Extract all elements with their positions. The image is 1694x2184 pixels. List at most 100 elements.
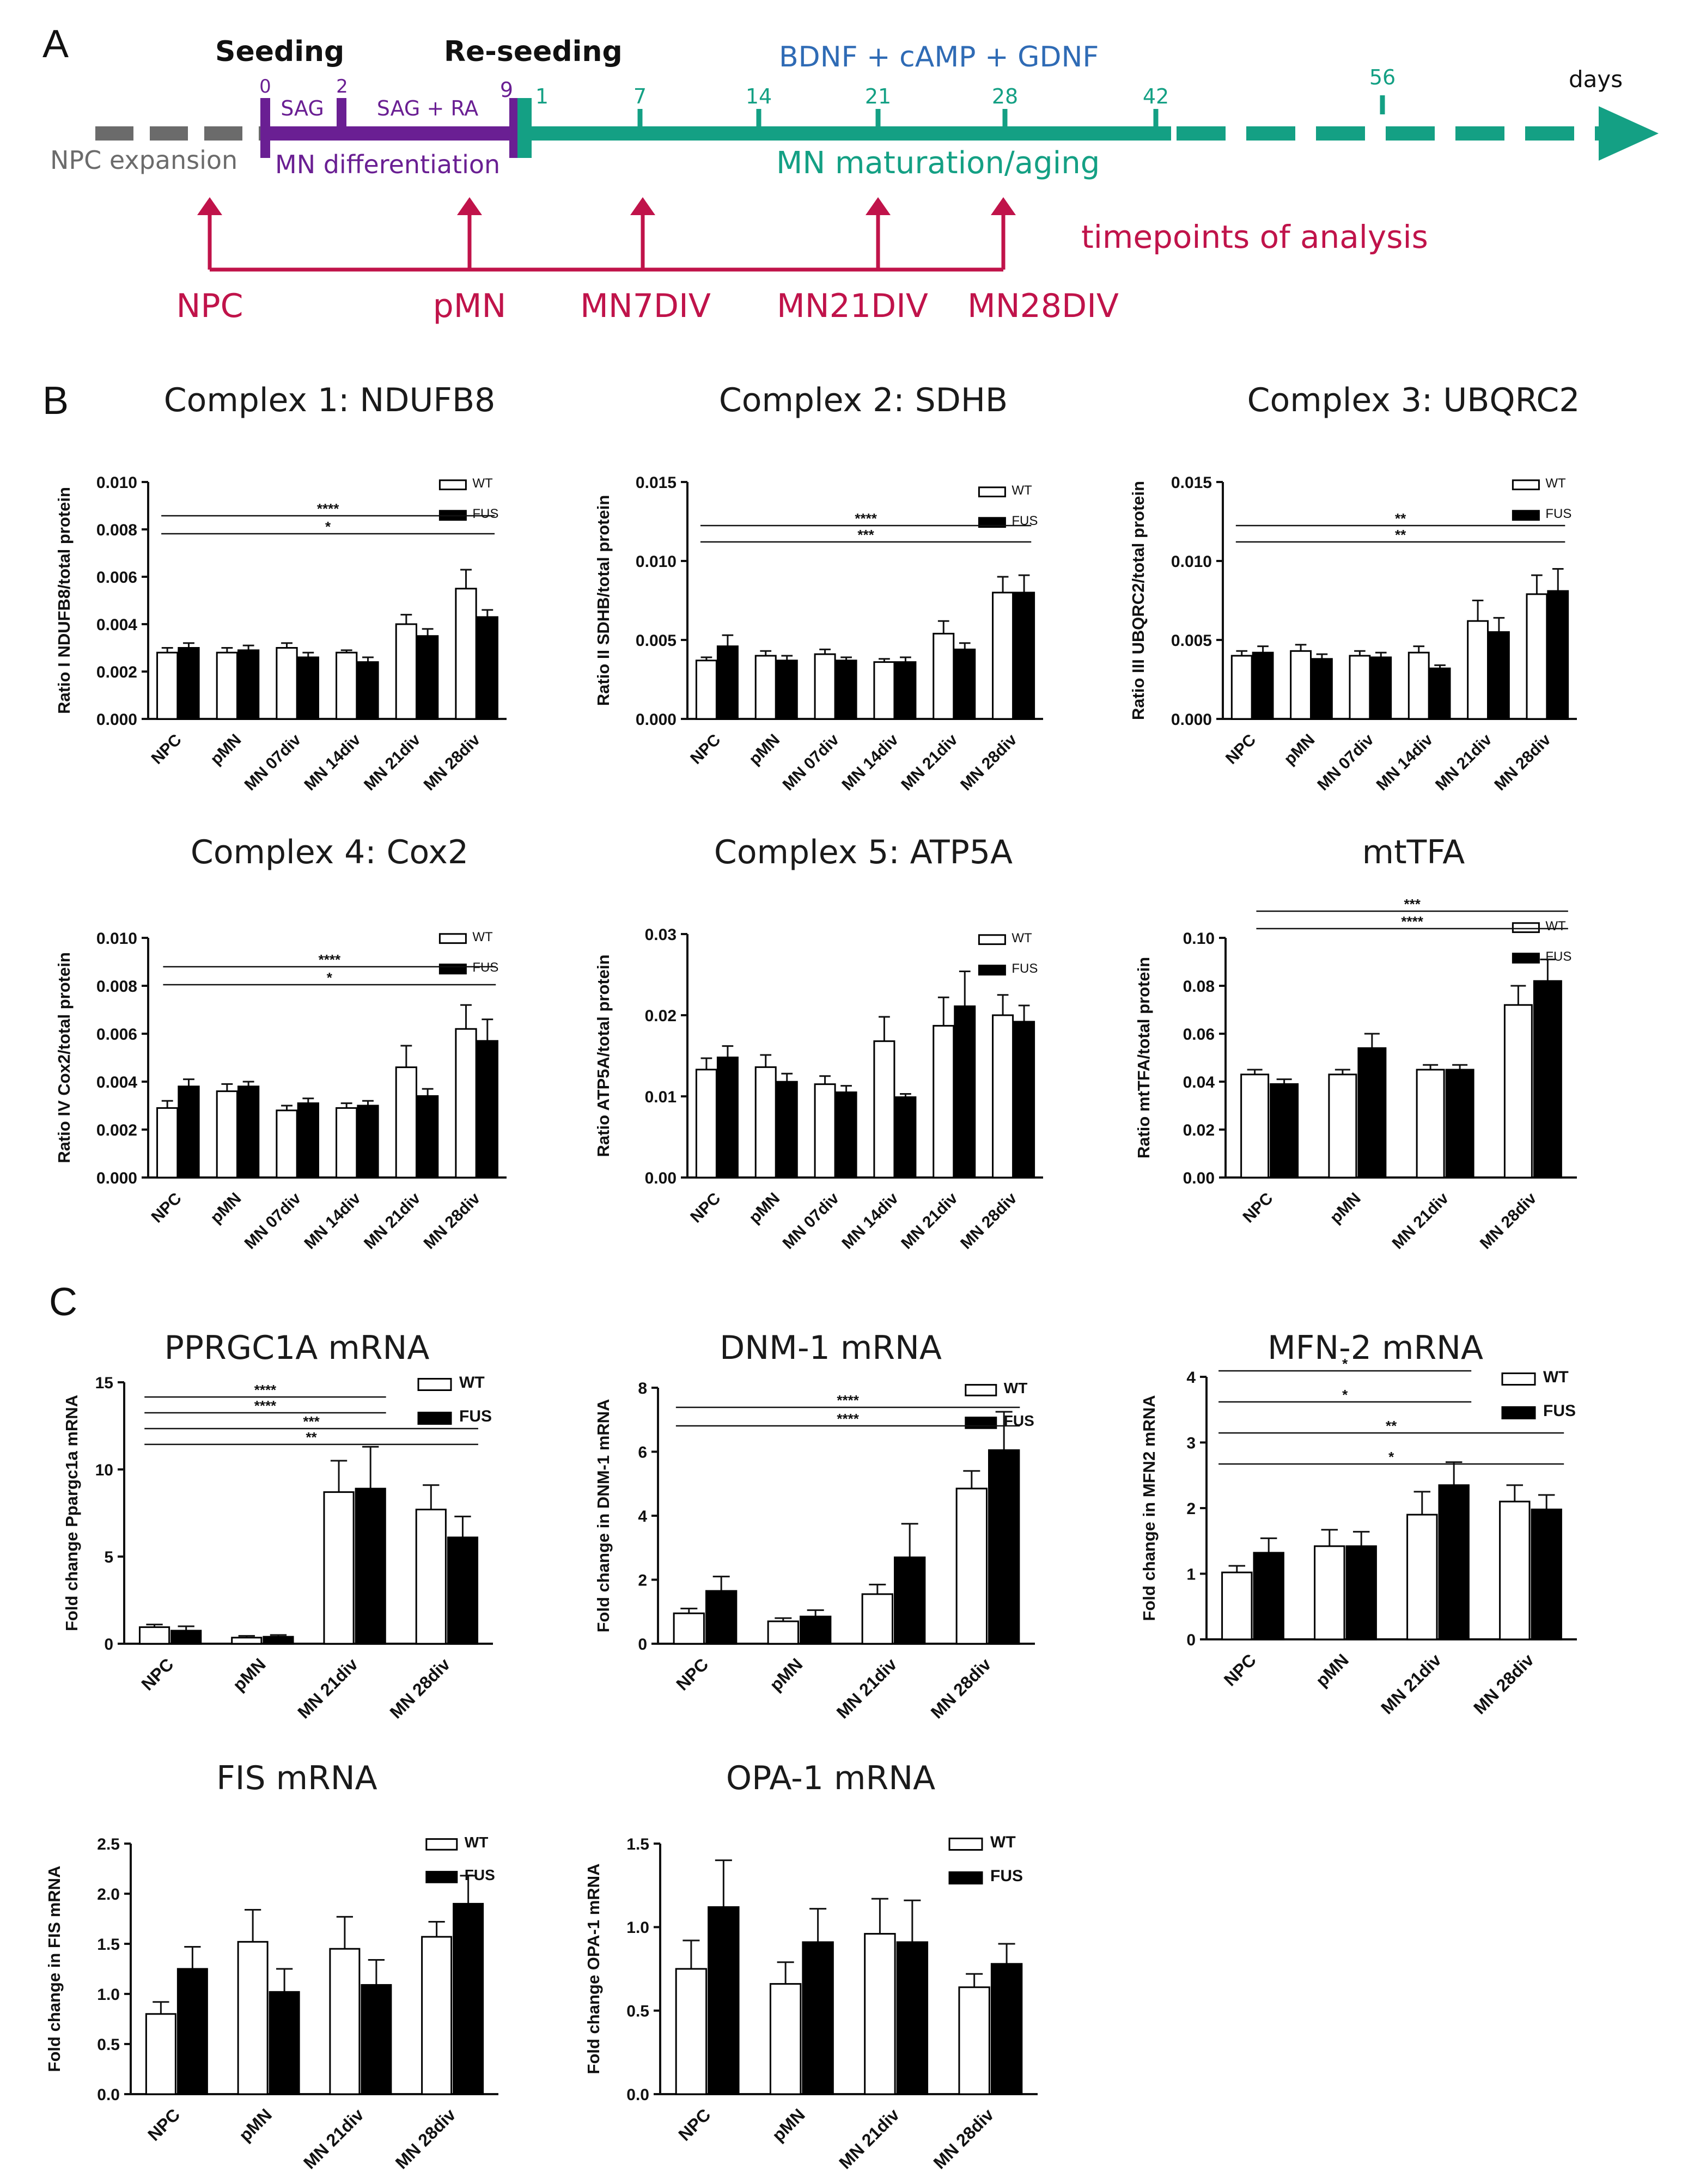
arrow-mn7div — [630, 197, 655, 215]
chart-title: MFN-2 mRNA — [1268, 1329, 1483, 1367]
bar-wt — [933, 632, 955, 720]
bar-wt — [395, 623, 417, 720]
bar-fus — [170, 1630, 202, 1645]
bar-fus — [716, 1056, 739, 1179]
x-tick-label: MN 07div — [241, 1189, 305, 1253]
legend-label-wt: WT — [459, 1374, 485, 1392]
bar-wt — [769, 1983, 802, 2095]
bar-fus — [1547, 590, 1569, 720]
legend-swatch-wt — [417, 1378, 452, 1391]
y-tick-label: 0.00 — [1183, 1169, 1215, 1187]
significance-label: *** — [303, 1413, 320, 1430]
bar-wt — [754, 655, 777, 720]
chart-title: DNM-1 mRNA — [720, 1329, 942, 1367]
significance-label: **** — [254, 1398, 277, 1414]
significance-label: ** — [306, 1429, 317, 1445]
y-tick-label: 2.5 — [97, 1835, 120, 1853]
y-axis-label: Fold change in FIS mRNA — [45, 1866, 64, 2072]
chart-complex4-cox2: Complex 4: Cox2 Ratio IV Cox2/total prote… — [54, 833, 507, 1253]
bar-fus — [776, 660, 798, 720]
bar-fus — [988, 1449, 1020, 1645]
bar-fus — [1445, 1069, 1474, 1179]
y-tick-label: 0.04 — [1183, 1073, 1215, 1091]
legend-swatch-fus — [438, 963, 467, 975]
tick-label-0: 0 — [259, 76, 271, 97]
y-tick-label: 0.004 — [96, 1073, 137, 1091]
significance-label: **** — [1401, 913, 1423, 930]
y-tick-label: 0 — [104, 1636, 113, 1654]
bar-wt — [814, 653, 836, 720]
significance-label: **** — [319, 951, 341, 968]
y-tick-label: 0.5 — [97, 2036, 120, 2054]
x-tick-label: MN 28div — [1491, 730, 1555, 794]
tick-label-9: 9 — [500, 78, 513, 102]
arrow-mn28div — [991, 197, 1016, 215]
timeline-arrowhead — [1599, 106, 1659, 161]
bar-wt — [216, 651, 239, 720]
chart-complex5-atp5a: Complex 5: ATP5A Ratio ATP5A/total protei… — [594, 833, 1043, 1253]
chart-title: OPA-1 mRNA — [726, 1759, 935, 1797]
seeding-label: Seeding — [215, 35, 344, 68]
y-tick-label: 0.02 — [1183, 1121, 1215, 1139]
bar-wt — [138, 1626, 170, 1645]
analysis-label-mn21div: MN21DIV — [777, 287, 928, 325]
legend-swatch-wt — [438, 933, 467, 944]
legend-label-fus: FUS — [1004, 1412, 1034, 1429]
y-tick-label: 0.010 — [1171, 553, 1212, 571]
bar-wt — [1221, 1571, 1253, 1640]
tick-label-14: 14 — [746, 84, 772, 108]
bar-wt — [1290, 650, 1312, 720]
bar-wt — [933, 1024, 955, 1179]
panel-label-a: A — [42, 22, 69, 66]
x-tick-label: MN 14div — [301, 1189, 364, 1253]
legend-label-fus: FUS — [1011, 961, 1038, 976]
legend-label-wt: WT — [472, 930, 493, 944]
x-tick-label: pMN — [1281, 731, 1318, 768]
bar-fus — [954, 1005, 976, 1179]
legend-label-wt: WT — [1545, 476, 1566, 491]
analysis-label-pmn: pMN — [433, 287, 507, 325]
bar-fus — [894, 1096, 917, 1179]
bar-fus — [237, 649, 260, 720]
legend-label-wt: WT — [1545, 919, 1566, 934]
bar-fus — [776, 1081, 798, 1179]
bar-wt — [673, 1612, 705, 1645]
legend-swatch-wt — [948, 1838, 983, 1851]
bar-wt — [145, 2013, 176, 2095]
chart-complex2-sdhb: Complex 2: SDHB Ratio II SDHB/total prote… — [594, 381, 1043, 794]
x-tick-label: MN 21div — [1377, 1650, 1445, 1718]
chart-title: mtTFA — [1362, 833, 1465, 871]
bar-wt — [958, 1986, 990, 2095]
reseeding-marker — [509, 98, 519, 158]
y-axis-label: Ratio IV Cox2/total protein — [54, 952, 74, 1163]
y-axis-label: Ratio mtTFA/total protein — [1134, 957, 1153, 1158]
bar-fus — [476, 616, 498, 720]
bar-wt — [695, 1069, 717, 1179]
legend-swatch-fus — [978, 965, 1006, 976]
y-axis-label: Fold change in MFN2 mRNA — [1140, 1395, 1159, 1621]
y-tick-label: 0.015 — [1171, 474, 1212, 492]
bar-fus — [896, 1941, 929, 2095]
tick-label-2: 2 — [336, 76, 348, 97]
bar-wt — [814, 1083, 836, 1179]
bar-wt — [1416, 1069, 1445, 1179]
bar-fus — [1429, 667, 1451, 720]
bar-fus — [417, 635, 439, 720]
y-tick-label: 15 — [95, 1374, 113, 1392]
x-tick-label: MN 21div — [361, 730, 424, 794]
x-tick-label: NPC — [1220, 1650, 1260, 1689]
bar-fus — [835, 660, 857, 720]
legend-label-wt: WT — [1543, 1368, 1569, 1386]
x-tick-label: NPC — [687, 1189, 724, 1227]
bar-fus — [1370, 656, 1392, 720]
bar-fus — [237, 1085, 260, 1179]
significance-label: *** — [1404, 896, 1421, 912]
significance-label: **** — [317, 501, 339, 517]
bar-wt — [329, 1948, 361, 2095]
x-tick-label: MN 21div — [898, 730, 961, 794]
significance-label: * — [1342, 1387, 1348, 1403]
bar-wt — [1499, 1500, 1531, 1640]
y-tick-label: 0.0 — [626, 2086, 649, 2104]
y-tick-label: 0.002 — [96, 663, 137, 681]
chart-opa1-mrna: OPA-1 mRNA Fold change OPA-1 mRNA 0.0 0.5 1.… — [584, 1759, 1038, 2173]
